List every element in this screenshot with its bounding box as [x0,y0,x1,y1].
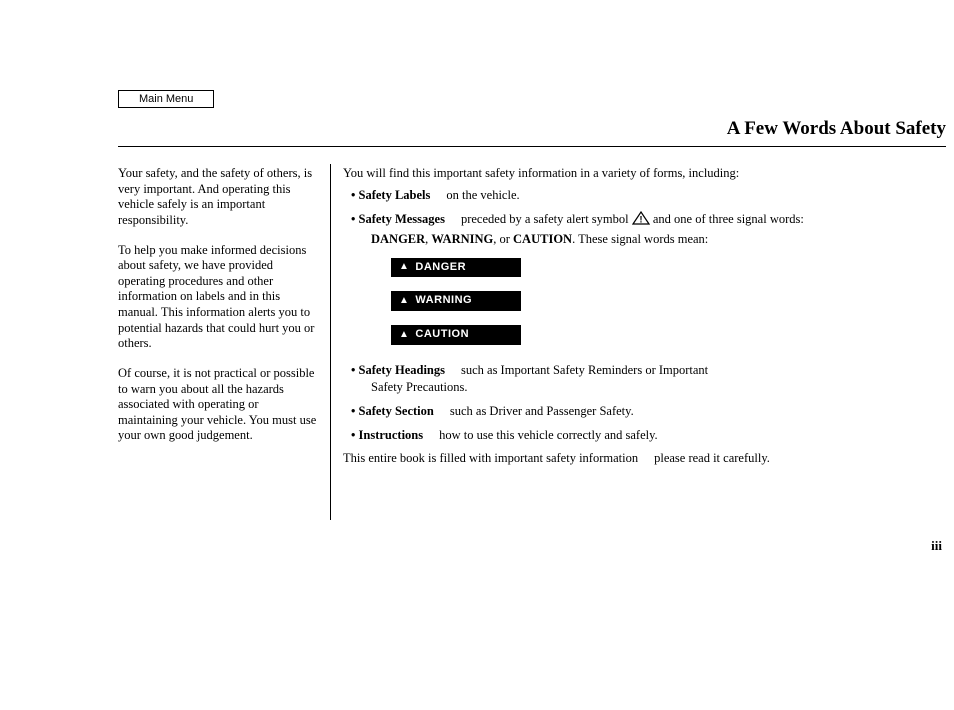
bullet-safety-messages: Safety Messages preceded by a safety aler… [351,211,946,345]
signal-box-text: DANGER [415,261,466,275]
bullet-desc: on the vehicle. [446,188,519,202]
intro-paragraph-2: To help you make informed decisions abou… [118,243,318,352]
bullet-cont: and one of three signal words: [653,212,804,226]
bullet-safety-headings: Safety Headingssuch as Important Safety … [351,363,946,396]
page-number: iii [931,538,942,554]
title-rule [118,146,946,147]
left-column: Your safety, and the safety of others, i… [118,166,330,520]
bullet-label: Safety Labels [359,188,431,202]
caution-label-box: ▲ CAUTION [391,325,521,345]
safety-bullets: Safety Labels on the vehicle. Safety Mess… [343,188,946,444]
bullet-indent: DANGER, WARNING, or CAUTION. These signa… [351,232,946,248]
bullet-label: Instructions [359,428,424,442]
signal-box-text: WARNING [415,294,472,308]
bullet-safety-labels: Safety Labels on the vehicle. [351,188,946,204]
closing-text-b: please read it carefully. [654,451,770,465]
warning-triangle-icon: ▲ [399,261,409,274]
bullet-desc: preceded by a safety alert symbol [461,212,629,226]
right-column: You will find this important safety info… [331,166,946,520]
intro-paragraph-3: Of course, it is not practical or possib… [118,366,318,444]
main-menu-button[interactable]: Main Menu [118,90,214,108]
bullet-safety-section: Safety Section such as Driver and Passeng… [351,404,946,420]
content-columns: Your safety, and the safety of others, i… [118,166,946,520]
closing-text-a: This entire book is filled with importan… [343,451,638,465]
intro-paragraph-1: Your safety, and the safety of others, i… [118,166,318,229]
forms-intro: You will find this important safety info… [343,166,946,182]
bullet-label: Safety Headings [359,363,445,377]
danger-label-box: ▲ DANGER [391,258,521,278]
header: A Few Words About Safety [118,118,946,147]
alert-triangle-icon: ! [632,211,650,230]
bullet-desc: such as Driver and Passenger Safety. [450,404,634,418]
signal-box-text: CAUTION [415,328,469,342]
signal-word-danger: DANGER [371,232,425,246]
bullet-instructions: Instructions how to use this vehicle corr… [351,428,946,444]
signal-word-warning: WARNING [431,232,493,246]
bullet-label: Safety Messages [359,212,445,226]
svg-text:!: ! [639,215,642,225]
warning-triangle-icon: ▲ [399,329,409,342]
signal-word-caution: CAUTION [513,232,572,246]
bullet-desc: how to use this vehicle correctly and sa… [439,428,658,442]
page-root: Main Menu A Few Words About Safety Your … [0,0,954,90]
bullet-cont2: . These signal words mean: [572,232,708,246]
closing-paragraph: This entire book is filled with importan… [343,451,946,467]
warning-label-box: ▲ WARNING [391,291,521,311]
bullet-label: Safety Section [359,404,434,418]
page-title: A Few Words About Safety [118,118,946,140]
signal-box-stack: ▲ DANGER ▲ WARNING ▲ CAUTION [351,258,946,345]
warning-triangle-icon: ▲ [399,295,409,308]
